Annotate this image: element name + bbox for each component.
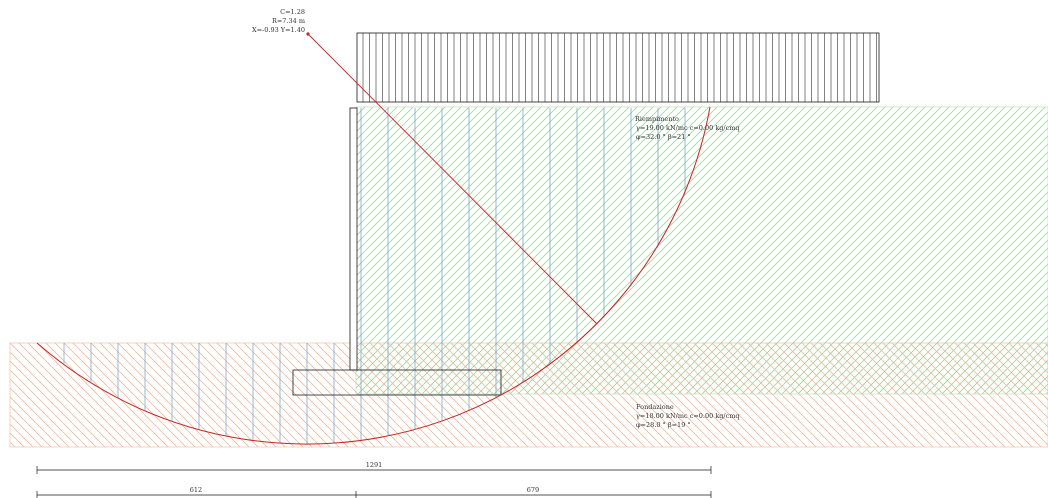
slip-circle-radius [307, 33, 598, 325]
dimension-left-label: 612 [190, 486, 202, 494]
circle-safety-factor: C=1.28 [280, 8, 305, 16]
circle-center-coords: X=-0.93 Y=1.40 [252, 26, 305, 34]
foundation-name: Fondazione [636, 403, 674, 411]
circle-radius-label: R=7.34 m [272, 17, 305, 25]
wall-footing [292, 369, 502, 396]
backfill-props-1: γ=19.00 kN/mc c=0.00 kg/cmq [636, 124, 740, 132]
backfill-soil [355, 106, 1048, 395]
slip-circle-center [306, 32, 310, 36]
backfill-props-2: φ=32.0 ° β=21 ° [636, 133, 691, 141]
backfill-name: Riempimento [635, 115, 679, 123]
dimension-split: 612 679 [36, 486, 712, 498]
slip-circle-arc [36, 106, 711, 445]
foundation-props-1: γ=18.00 kN/mc c=0.00 kg/cmq [636, 412, 740, 420]
dimension-total: 1291 [36, 461, 712, 474]
wall-stem [349, 107, 358, 371]
dimension-right-label: 679 [527, 486, 539, 494]
surcharge-load [356, 32, 880, 103]
dimension-total-label: 1291 [366, 461, 383, 469]
foundation-props-2: φ=28.0 ° β=19 ° [636, 421, 691, 429]
